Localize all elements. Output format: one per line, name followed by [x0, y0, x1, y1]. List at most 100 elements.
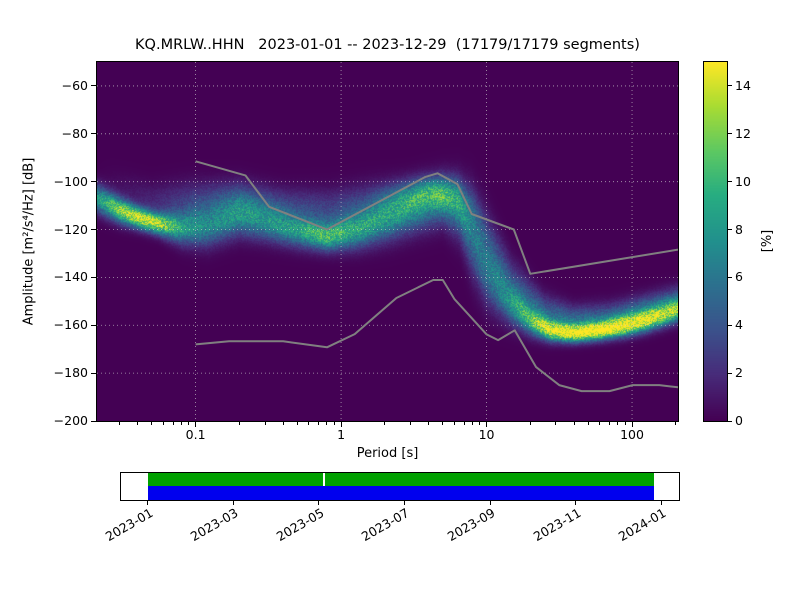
y-tick	[91, 276, 96, 278]
x-minor-tick	[587, 422, 589, 425]
x-minor-tick	[529, 422, 531, 425]
x-minor-tick	[162, 422, 164, 425]
y-tick-label: −60	[61, 77, 88, 93]
x-minor-tick	[471, 422, 473, 425]
date-tick-label: 2024-01	[615, 505, 669, 545]
x-minor-tick	[188, 422, 190, 425]
x-minor-tick	[326, 422, 328, 425]
x-minor-tick	[599, 422, 601, 425]
y-tick-label: −140	[53, 269, 88, 285]
x-tick-label: 10	[478, 427, 495, 442]
x-minor-tick	[617, 422, 619, 425]
date-tick-label: 2023-05	[273, 505, 327, 545]
y-tick	[91, 372, 96, 374]
x-minor-tick	[453, 422, 455, 425]
x-minor-tick	[282, 422, 284, 425]
x-minor-tick	[479, 422, 481, 425]
y-tick	[91, 420, 96, 422]
colorbar-tick-label: 12	[735, 125, 751, 141]
x-minor-tick	[318, 422, 320, 425]
x-minor-tick	[463, 422, 465, 425]
x-minor-tick	[181, 422, 182, 425]
coverage-used-bar	[147, 486, 655, 500]
y-tick-label: −120	[53, 221, 88, 237]
x-minor-tick	[555, 422, 557, 425]
colorbar-tick	[728, 229, 732, 231]
y-tick-label: −180	[53, 365, 88, 381]
colorbar-gradient	[704, 62, 727, 421]
x-minor-tick	[296, 422, 298, 425]
colorbar-tick	[728, 133, 732, 135]
plot-area	[96, 61, 679, 422]
date-tick	[147, 501, 149, 505]
x-minor-tick	[264, 422, 266, 425]
x-tick	[195, 422, 197, 427]
x-minor-tick	[624, 422, 626, 425]
x-tick	[631, 422, 633, 427]
colorbar	[703, 61, 728, 422]
date-tick	[660, 501, 662, 505]
date-tick	[403, 501, 405, 505]
colorbar-tick	[728, 85, 732, 87]
x-axis-label: Period [s]	[356, 446, 419, 461]
colorbar-tick-label: 14	[735, 77, 751, 93]
x-tick-label: 1	[337, 427, 346, 442]
y-tick-label: −160	[53, 317, 88, 333]
colorbar-tick	[728, 276, 732, 278]
y-tick-label: −100	[53, 173, 88, 189]
colorbar-tick-label: 4	[735, 317, 743, 333]
x-minor-tick	[333, 422, 335, 425]
date-tick	[575, 501, 577, 505]
x-minor-tick	[409, 422, 411, 425]
colorbar-tick-label: 2	[735, 365, 743, 381]
x-minor-tick	[308, 422, 310, 425]
x-tick	[486, 422, 488, 427]
ppsd-heatmap	[97, 62, 678, 421]
colorbar-tick-label: 8	[735, 221, 743, 237]
x-tick	[340, 422, 342, 427]
date-tick	[489, 501, 491, 505]
y-tick-label: −200	[53, 413, 88, 428]
date-tick-label: 2023-07	[359, 505, 412, 545]
colorbar-tick-label: 0	[735, 413, 743, 428]
coverage-data-bar	[147, 473, 655, 486]
colorbar-tick-label: 10	[735, 173, 751, 189]
y-tick	[91, 133, 96, 135]
colorbar-tick	[728, 181, 732, 183]
colorbar-tick-label: 6	[735, 269, 743, 285]
y-tick	[91, 181, 96, 183]
plot-title: KQ.MRLW..HHN 2023-01-01 -- 2023-12-29 (1…	[135, 37, 640, 53]
x-tick-label: 100	[620, 427, 644, 442]
coverage-box	[120, 472, 680, 501]
x-minor-tick	[238, 422, 240, 425]
nhnm-line	[195, 160, 678, 275]
x-minor-tick	[573, 422, 575, 425]
x-minor-tick	[675, 422, 677, 425]
x-tick-label: 0.1	[185, 427, 206, 442]
x-minor-tick	[172, 422, 174, 425]
y-tick	[91, 85, 96, 87]
y-tick	[91, 229, 96, 231]
x-minor-tick	[384, 422, 386, 425]
y-tick-label: −80	[61, 125, 88, 141]
x-minor-tick	[151, 422, 153, 425]
date-tick-label: 2023-03	[188, 505, 241, 545]
x-minor-tick	[119, 422, 121, 425]
coverage-gap	[323, 473, 326, 486]
date-tick	[318, 501, 320, 505]
x-minor-tick	[137, 422, 139, 425]
x-minor-tick	[608, 422, 610, 425]
date-tick-label: 2023-11	[530, 505, 584, 545]
date-tick-label: 2023-09	[444, 505, 498, 545]
x-minor-tick	[442, 422, 444, 425]
date-tick	[232, 501, 234, 505]
colorbar-tick	[728, 372, 732, 374]
date-tick-label: 2023-01	[102, 505, 156, 545]
colorbar-tick	[728, 420, 732, 422]
colorbar-tick	[728, 324, 732, 326]
y-tick	[91, 324, 96, 326]
plot-overlay	[97, 62, 678, 421]
nlnm-line	[195, 279, 678, 393]
x-minor-tick	[428, 422, 430, 425]
